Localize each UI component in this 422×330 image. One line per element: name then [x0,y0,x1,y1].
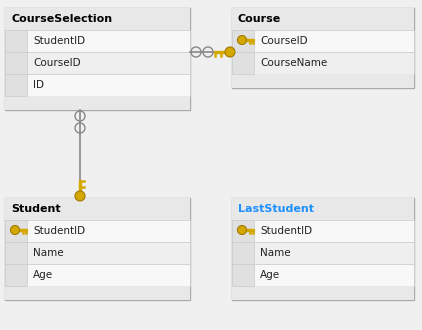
Bar [232,30,414,52]
Bar [5,8,190,110]
Circle shape [225,47,235,57]
Bar [5,286,190,300]
Circle shape [238,36,246,45]
Bar [232,8,414,88]
Bar [232,242,254,264]
Bar [232,198,414,220]
Bar [5,198,190,220]
Text: Name: Name [33,248,64,258]
Text: CourseSelection: CourseSelection [11,14,112,24]
Text: StudentID: StudentID [260,226,312,236]
Bar [232,286,414,300]
Bar [232,30,254,52]
Text: StudentID: StudentID [33,226,85,236]
Bar [5,52,27,74]
Text: Age: Age [33,270,53,280]
Bar [232,220,254,242]
Text: CourseID: CourseID [260,36,308,46]
Circle shape [238,225,246,235]
Bar [232,52,414,74]
Bar [5,30,190,52]
Bar [5,220,27,242]
Bar [5,30,27,52]
Text: CourseID: CourseID [33,58,81,68]
Text: Age: Age [260,270,280,280]
Text: Name: Name [260,248,291,258]
Bar [5,264,190,286]
Text: LastStudent: LastStudent [238,204,314,214]
Bar [232,52,254,74]
Bar [232,242,414,264]
Text: ID: ID [33,80,44,90]
Circle shape [11,225,19,235]
Bar [232,74,414,88]
Bar [232,198,414,300]
Bar [232,220,414,242]
Bar [232,8,414,30]
Bar [232,264,254,286]
Circle shape [75,191,85,201]
Bar [5,96,190,110]
Bar [232,264,414,286]
Text: Course: Course [238,14,281,24]
Bar [5,74,190,96]
Bar [5,198,190,300]
Bar [5,74,27,96]
Bar [5,52,190,74]
Bar [5,264,27,286]
Bar [5,242,27,264]
Text: StudentID: StudentID [33,36,85,46]
Bar [5,220,190,242]
Text: CourseName: CourseName [260,58,327,68]
Text: Student: Student [11,204,61,214]
Bar [5,242,190,264]
Bar [5,8,190,30]
